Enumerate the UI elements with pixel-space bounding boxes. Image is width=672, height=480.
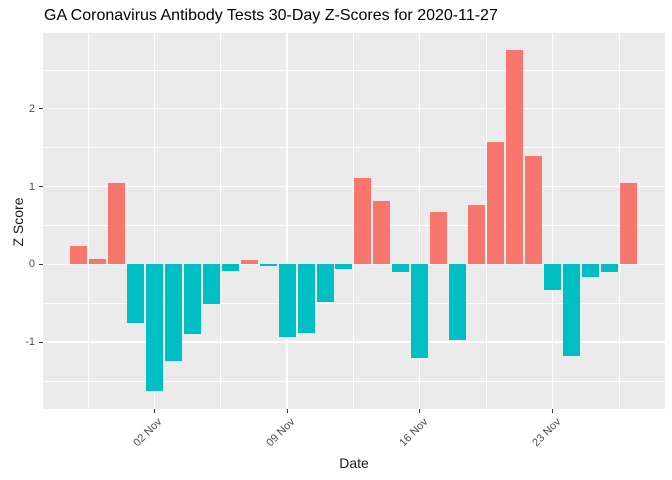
bar-2020-11-04 — [183, 264, 201, 335]
gridline-minor-v — [618, 33, 620, 409]
bar-2020-11-19 — [468, 205, 486, 265]
bar-2020-11-16 — [411, 264, 429, 358]
bar-2020-11-17 — [430, 212, 448, 265]
bar-2020-11-11 — [316, 264, 334, 303]
x-tick-mark — [153, 409, 155, 413]
gridline-minor-h — [43, 69, 665, 71]
bar-2020-10-29 — [69, 246, 87, 265]
bar-2020-10-30 — [88, 258, 106, 265]
gridline-minor-h — [43, 225, 665, 226]
chart-title: GA Coronavirus Antibody Tests 30-Day Z-S… — [44, 7, 498, 24]
gridline-major-h — [43, 108, 665, 110]
bar-2020-11-15 — [392, 264, 410, 273]
x-tick-mark — [552, 409, 554, 413]
bar-2020-11-12 — [335, 264, 353, 269]
bar-2020-11-22 — [525, 155, 543, 265]
gridline-major-v — [153, 33, 155, 409]
x-tick-mark — [419, 409, 421, 413]
bar-2020-11-20 — [487, 142, 505, 265]
bar-2020-11-13 — [354, 178, 372, 265]
y-axis-title: Z Score — [10, 197, 26, 247]
x-tick-label: 09 Nov — [264, 416, 298, 450]
y-tick-mark — [39, 341, 43, 343]
gridline-major-h — [43, 263, 665, 265]
y-tick-label: 1 — [28, 180, 35, 193]
x-tick-label: 02 Nov — [131, 416, 165, 450]
plot-panel — [43, 33, 665, 409]
gridline-major-v — [419, 33, 421, 409]
bar-2020-11-25 — [582, 264, 600, 277]
bar-2020-11-18 — [449, 264, 467, 340]
bar-2020-11-07 — [240, 259, 258, 265]
x-tick-label: 23 Nov — [530, 416, 564, 450]
bar-2020-11-09 — [278, 264, 296, 337]
bar-2020-11-14 — [373, 201, 391, 265]
gridline-minor-h — [43, 380, 665, 382]
y-tick-mark — [39, 263, 43, 265]
y-tick-label: 0 — [28, 258, 35, 271]
bar-2020-11-01 — [126, 264, 144, 323]
bar-2020-11-03 — [164, 264, 182, 362]
bar-2020-11-23 — [544, 264, 562, 290]
x-tick-label: 16 Nov — [397, 416, 431, 450]
bar-2020-11-21 — [506, 49, 524, 265]
gridline-minor-v — [220, 33, 222, 409]
gridline-major-h — [43, 341, 665, 343]
gridline-minor-v — [485, 33, 487, 409]
gridline-minor-v — [353, 33, 354, 409]
gridline-major-h — [43, 186, 665, 188]
x-axis-title: Date — [339, 455, 369, 471]
gridline-minor-h — [43, 302, 665, 304]
x-tick-mark — [286, 409, 288, 413]
gridline-major-v — [552, 33, 554, 409]
gridline-minor-h — [43, 147, 665, 149]
bar-2020-11-27 — [620, 182, 638, 265]
bar-2020-11-08 — [259, 264, 277, 266]
gridline-major-v — [286, 33, 288, 409]
gridline-minor-v — [87, 33, 89, 409]
bar-2020-11-10 — [297, 264, 315, 334]
bar-2020-11-24 — [563, 264, 581, 356]
bar-2020-11-05 — [202, 264, 220, 304]
y-tick-label: -1 — [25, 336, 35, 348]
y-tick-label: 2 — [28, 102, 35, 115]
bar-2020-11-06 — [221, 264, 239, 272]
y-tick-mark — [39, 186, 43, 188]
y-tick-mark — [39, 108, 43, 110]
bar-2020-11-02 — [145, 264, 163, 391]
bar-2020-10-31 — [107, 183, 125, 265]
bar-2020-11-26 — [601, 264, 619, 273]
